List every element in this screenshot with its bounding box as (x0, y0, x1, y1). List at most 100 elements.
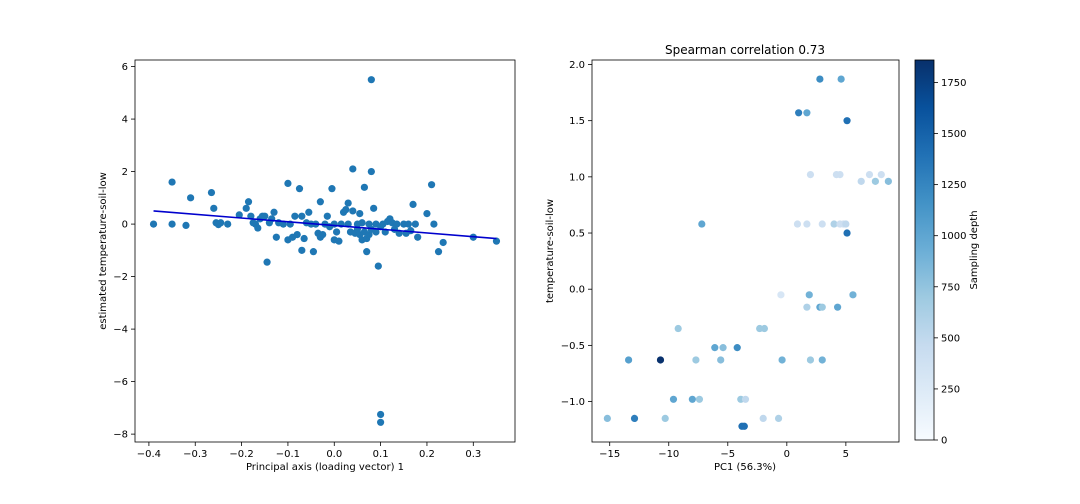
y-tick-label: 0.5 (569, 229, 585, 240)
left-y-ticks: −8 −6 −4 −2 0 2 4 6 (113, 62, 135, 441)
data-point (344, 199, 352, 207)
data-point (836, 171, 844, 179)
data-point (235, 211, 243, 219)
data-point (837, 75, 845, 83)
data-point (244, 198, 253, 206)
data-point (377, 410, 385, 419)
data-point (803, 303, 811, 311)
data-point (377, 418, 385, 426)
data-point (849, 291, 857, 299)
data-point (149, 220, 158, 228)
data-point (263, 258, 271, 266)
data-point (793, 220, 802, 228)
data-point (698, 220, 706, 228)
data-point (806, 171, 815, 179)
data-point (254, 224, 262, 232)
colorbar-tick-label: 500 (941, 333, 960, 344)
right-scatter-chart: −15 −10 −5 0 5 −1.0 −0.5 0.0 0.5 1.0 1.5 2.0 Spear… (545, 43, 900, 473)
data-point (760, 324, 768, 333)
data-point (774, 414, 783, 423)
colorbar-tick-label: 1250 (941, 180, 966, 191)
data-point (427, 181, 436, 189)
data-point (182, 221, 190, 230)
data-point (625, 356, 633, 364)
y-tick-label: −0.5 (561, 341, 585, 352)
left-scatter-chart: −0.4 −0.3 −0.2 −0.1 0.0 0.1 0.2 0.3 −8 −6 −4 −2 0 2 4… (98, 59, 516, 473)
colorbar: 0 250 500 750 1000 1250 1500 1750 Sampling dept… (914, 59, 980, 447)
data-point (298, 246, 306, 254)
data-point (414, 233, 422, 241)
data-point (843, 117, 851, 125)
y-tick-label: 1.0 (569, 172, 585, 183)
y-tick-label: 6 (122, 62, 128, 73)
y-tick-label: 1.5 (569, 116, 585, 127)
colorbar-ticks: 0 250 500 750 1000 1250 1500 1750 (934, 78, 966, 447)
right-y-axis-label: temperature-soil-low (545, 199, 556, 303)
y-tick-label: −2 (113, 272, 128, 283)
right-x-axis-label: PC1 (56.3%) (714, 462, 776, 473)
data-point (330, 220, 338, 228)
x-tick-label: −0.3 (183, 449, 207, 460)
data-point (370, 204, 378, 212)
data-point (661, 414, 669, 423)
data-point (803, 109, 811, 117)
data-point (349, 207, 357, 215)
data-point (842, 220, 850, 228)
data-point (224, 220, 232, 228)
x-tick-label: 0.0 (326, 449, 342, 460)
data-point (423, 209, 431, 218)
data-point (187, 194, 195, 202)
x-tick-label: 0.1 (373, 449, 389, 460)
data-point (261, 212, 269, 220)
y-tick-label: −1.0 (561, 397, 585, 408)
x-tick-label: −15 (599, 449, 620, 460)
data-point (759, 414, 767, 423)
data-point (349, 165, 357, 173)
data-point (834, 303, 842, 311)
data-point (674, 324, 682, 333)
right-plot-frame (591, 59, 900, 443)
data-point (877, 171, 885, 179)
data-point (818, 356, 826, 364)
data-point (293, 230, 301, 239)
data-point (332, 228, 341, 236)
data-point (805, 291, 813, 299)
left-points (149, 76, 501, 426)
data-point (669, 395, 678, 403)
data-point (319, 230, 327, 239)
data-point (356, 209, 364, 218)
data-point (818, 220, 826, 228)
left-plot-frame (134, 59, 516, 443)
data-point (733, 344, 741, 352)
data-point (393, 220, 401, 228)
y-tick-label: 2.0 (569, 60, 585, 71)
data-point (363, 248, 371, 256)
data-point (284, 179, 292, 187)
y-tick-label: −6 (113, 377, 128, 388)
left-x-axis-label: Principal axis (loading vector) 1 (246, 462, 404, 473)
data-point (207, 188, 216, 197)
left-y-axis-label: estimated temperature-soil-low (98, 172, 109, 330)
data-point (818, 303, 826, 311)
x-tick-label: −0.1 (276, 449, 300, 460)
data-point (430, 220, 438, 228)
data-point (630, 414, 639, 423)
data-point (692, 356, 700, 364)
data-point (328, 185, 336, 193)
data-point (711, 344, 719, 352)
data-point (695, 395, 704, 403)
data-point (168, 178, 176, 186)
x-tick-label: 0.3 (465, 449, 481, 460)
data-point (777, 291, 785, 299)
right-chart-title: Spearman correlation 0.73 (665, 43, 825, 57)
data-point (411, 220, 419, 228)
y-tick-label: −4 (113, 325, 128, 336)
data-point (740, 422, 748, 430)
data-point (217, 219, 225, 227)
data-point (342, 206, 350, 214)
data-point (298, 212, 306, 220)
data-point (374, 262, 382, 270)
x-tick-label: −0.4 (137, 449, 161, 460)
data-point (719, 344, 727, 352)
